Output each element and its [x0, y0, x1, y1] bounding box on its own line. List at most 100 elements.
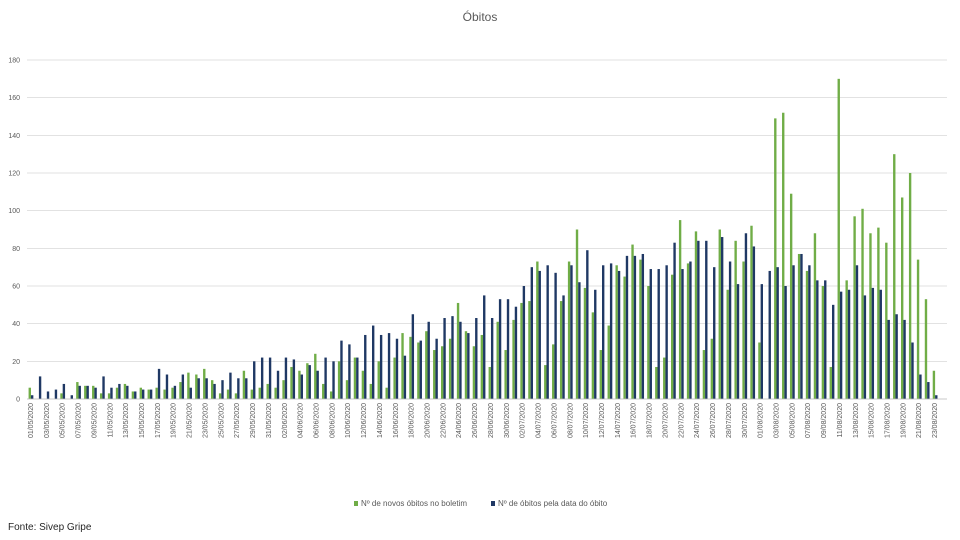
bar-new-deaths — [496, 321, 499, 399]
bar-new-deaths — [480, 334, 484, 399]
bar-new-deaths — [782, 112, 785, 399]
bar-new-deaths — [924, 299, 928, 399]
bar-new-deaths — [813, 233, 817, 399]
bar-deaths-by-date — [665, 265, 668, 399]
bar-deaths-by-date — [879, 289, 882, 399]
x-tick-label: 23/05/2020 — [202, 403, 209, 438]
bar-new-deaths — [932, 370, 936, 399]
bar-deaths-by-date — [760, 284, 763, 399]
y-tick-label: 60 — [12, 284, 20, 291]
bar-deaths-by-date — [30, 395, 34, 399]
bar-new-deaths — [274, 387, 277, 399]
bar-deaths-by-date — [784, 286, 787, 399]
x-tick-label: 03/05/2020 — [44, 403, 51, 438]
bar-deaths-by-date — [546, 265, 549, 399]
x-tick-label: 05/08/2020 — [789, 403, 796, 438]
bar-new-deaths — [433, 350, 436, 399]
bar-new-deaths — [631, 244, 634, 399]
bar-deaths-by-date — [221, 380, 224, 399]
bar-new-deaths — [678, 220, 682, 399]
bar-deaths-by-date — [205, 378, 208, 399]
bar-deaths-by-date — [110, 387, 113, 399]
bar-new-deaths — [853, 216, 856, 399]
x-tick-label: 10/07/2020 — [583, 403, 590, 438]
x-tick-label: 18/06/2020 — [409, 403, 416, 438]
bar-new-deaths — [60, 393, 63, 399]
x-tick-label: 17/05/2020 — [155, 403, 162, 438]
bar-new-deaths — [258, 387, 261, 399]
legend-label-new-deaths: Nº de novos óbitos no boletim — [361, 499, 467, 508]
bar-deaths-by-date — [379, 334, 383, 399]
bar-new-deaths — [591, 312, 595, 399]
bar-deaths-by-date — [165, 374, 169, 399]
bar-deaths-by-date — [681, 269, 684, 399]
bar-new-deaths — [821, 286, 825, 399]
y-tick-label: 120 — [8, 171, 20, 178]
x-tick-label: 16/06/2020 — [393, 403, 400, 438]
bar-deaths-by-date — [387, 333, 391, 399]
bar-deaths-by-date — [483, 295, 486, 399]
bar-new-deaths — [115, 387, 119, 399]
bar-deaths-by-date — [617, 270, 621, 399]
bars — [28, 78, 938, 399]
bar-new-deaths — [599, 350, 602, 399]
bar-new-deaths — [758, 342, 761, 399]
bar-new-deaths — [266, 383, 269, 399]
bar-deaths-by-date — [173, 385, 177, 399]
bar-deaths-by-date — [284, 357, 288, 399]
x-tick-label: 13/08/2020 — [853, 403, 860, 438]
bar-deaths-by-date — [78, 385, 81, 399]
bar-deaths-by-date — [570, 265, 573, 399]
bar-new-deaths — [409, 336, 412, 399]
x-tick-label: 12/07/2020 — [599, 403, 606, 438]
y-tick-label: 180 — [8, 58, 20, 65]
bar-deaths-by-date — [118, 383, 121, 399]
x-tick-label: 04/06/2020 — [298, 403, 305, 438]
bar-deaths-by-date — [340, 340, 343, 399]
x-tick-label: 22/06/2020 — [440, 403, 447, 438]
bar-deaths-by-date — [332, 361, 335, 399]
x-tick-label: 08/06/2020 — [329, 403, 336, 438]
bar-new-deaths — [805, 270, 809, 399]
bar-new-deaths — [837, 78, 840, 399]
bar-new-deaths — [84, 385, 87, 399]
bar-new-deaths — [528, 301, 531, 399]
x-tick-label: 06/06/2020 — [313, 403, 320, 438]
x-tick-label: 28/06/2020 — [488, 403, 495, 438]
gridlines — [27, 59, 947, 400]
bar-deaths-by-date — [673, 242, 676, 399]
bar-deaths-by-date — [411, 314, 415, 399]
bar-new-deaths — [123, 383, 127, 399]
x-tick-label: 15/08/2020 — [869, 403, 876, 438]
x-tick-label: 02/07/2020 — [520, 403, 527, 438]
bar-new-deaths — [139, 387, 142, 399]
y-axis: 0 20 40 60 80 100 120 140 160 180 — [8, 58, 20, 404]
bar-deaths-by-date — [253, 361, 256, 399]
x-tick-label: 21/05/2020 — [187, 403, 194, 438]
bar-deaths-by-date — [887, 319, 890, 399]
bar-new-deaths — [916, 259, 920, 399]
bar-deaths-by-date — [768, 270, 771, 399]
bar-new-deaths — [472, 346, 476, 399]
bar-deaths-by-date — [316, 370, 319, 399]
bar-new-deaths — [655, 366, 658, 399]
bar-deaths-by-date — [808, 265, 811, 399]
x-tick-label: 26/06/2020 — [472, 403, 479, 438]
bar-new-deaths — [567, 261, 571, 399]
bar-new-deaths — [155, 387, 158, 399]
bar-deaths-by-date — [157, 368, 161, 399]
bar-deaths-by-date — [657, 269, 660, 399]
legend-swatch-deaths-by-date — [491, 501, 495, 506]
bar-deaths-by-date — [522, 286, 526, 399]
bar-deaths-by-date — [506, 299, 510, 399]
bar-deaths-by-date — [260, 357, 264, 399]
bar-deaths-by-date — [102, 376, 105, 399]
bar-new-deaths — [250, 389, 254, 399]
bar-new-deaths — [131, 391, 135, 399]
bar-deaths-by-date — [475, 318, 478, 399]
y-tick-label: 100 — [8, 208, 20, 215]
bar-deaths-by-date — [919, 374, 922, 399]
x-tick-label: 26/07/2020 — [710, 403, 717, 438]
bar-new-deaths — [647, 286, 650, 399]
y-tick-label: 0 — [16, 397, 20, 404]
